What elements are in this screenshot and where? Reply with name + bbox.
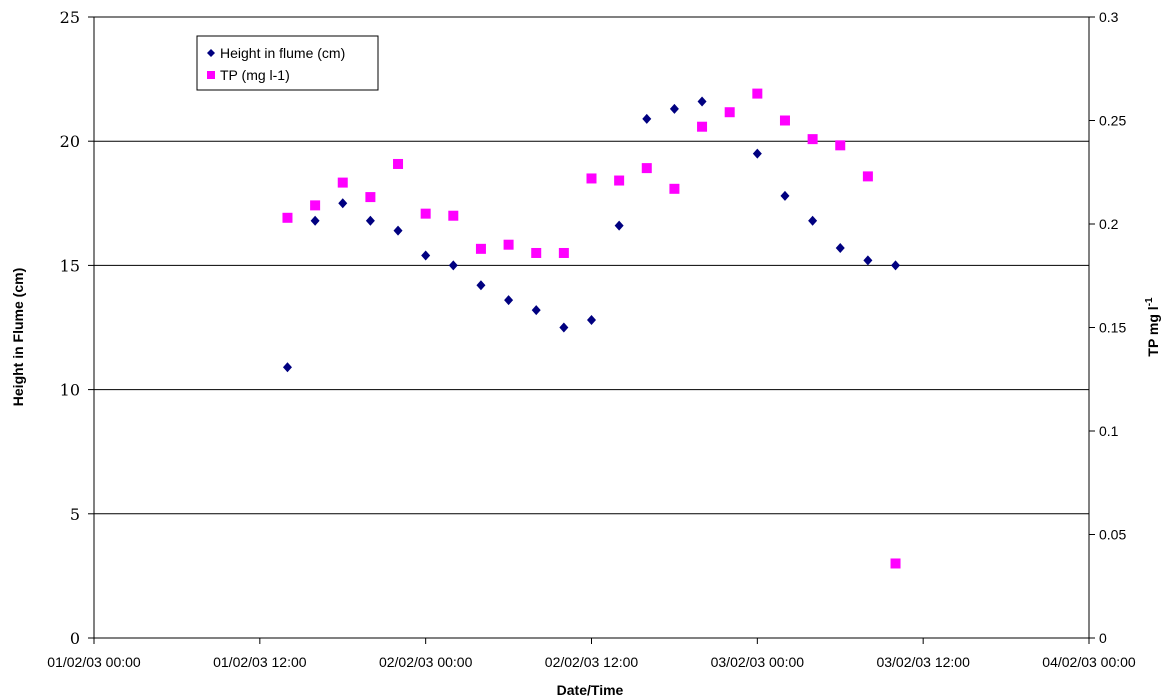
height-point (642, 113, 652, 124)
tp-point (586, 173, 597, 184)
right-tick-label: 0.1 (1099, 423, 1119, 439)
tp-point (531, 247, 542, 258)
height-point (614, 220, 624, 231)
axes (93, 17, 1090, 639)
tp-point (558, 247, 569, 258)
height-point (559, 322, 569, 333)
gridlines (94, 16, 1089, 515)
legend-marker-height (207, 49, 215, 57)
tp-point (420, 208, 431, 219)
height-point (863, 255, 873, 266)
height-point (393, 225, 403, 236)
height-point (891, 260, 901, 271)
height-point (835, 243, 845, 254)
tp-point (365, 192, 376, 203)
right-tick-label: 0.2 (1099, 216, 1119, 232)
right-tick-label: 0 (1099, 630, 1107, 646)
height-point (808, 215, 818, 226)
x-tick-label: 03/02/03 12:00 (876, 654, 970, 670)
y2-axis-title-superscript: -1 (1144, 297, 1155, 306)
legend-marker-tp (207, 71, 215, 79)
tp-point (697, 121, 708, 132)
tp-point (475, 243, 486, 254)
height-point (365, 215, 375, 226)
x-tick-label: 03/02/03 00:00 (711, 654, 805, 670)
tp-point (835, 140, 846, 151)
tp-point (641, 163, 652, 174)
height-point (282, 362, 292, 373)
left-tick-label: 5 (70, 505, 80, 524)
left-axis-ticks: 0 5 10 15 20 25 (60, 8, 94, 648)
right-tick-label: 0.05 (1099, 527, 1126, 543)
tp-point (752, 88, 763, 99)
left-tick-label: 0 (70, 629, 80, 648)
x-tick-label: 04/02/03 00:00 (1042, 654, 1136, 670)
tp-point (614, 175, 625, 186)
x-tick-label: 01/02/03 00:00 (47, 654, 141, 670)
tp-point (779, 115, 790, 126)
tp-point (890, 558, 901, 569)
height-point (448, 260, 458, 271)
tp-point (282, 212, 293, 223)
left-tick-label: 25 (60, 8, 80, 27)
height-point (476, 280, 486, 291)
legend-box (196, 35, 379, 91)
data-marks (282, 88, 901, 569)
tp-point (448, 210, 459, 221)
y2-axis-title-main: TP mg l (1145, 306, 1161, 356)
tp-point (310, 200, 321, 211)
right-axis-ticks: 0 0.05 0.1 0.15 0.2 0.25 0.3 (1089, 9, 1126, 646)
legend-label-tp: TP (mg l-1) (220, 67, 290, 83)
height-point (310, 215, 320, 226)
x-tick-label: 02/02/03 00:00 (379, 654, 473, 670)
y2-axis-title: TP mg l-1 (1144, 297, 1161, 357)
height-point (504, 295, 514, 306)
y-axis-title: Height in Flume (cm) (10, 268, 26, 406)
right-tick-label: 0.25 (1099, 113, 1126, 129)
x-axis-title: Date/Time (557, 682, 624, 698)
left-tick-label: 15 (60, 256, 80, 275)
height-point (780, 190, 790, 201)
height-point (587, 315, 596, 326)
height-point (531, 305, 541, 316)
height-point (669, 103, 679, 114)
left-tick-label: 10 (60, 381, 80, 400)
tp-point (503, 239, 514, 250)
legend-label-height: Height in flume (cm) (220, 45, 345, 61)
height-point (697, 96, 707, 107)
legend: Height in flume (cm) TP (mg l-1) (196, 35, 379, 91)
tp-point (807, 134, 818, 145)
height-point (338, 198, 348, 209)
right-tick-label: 0.15 (1099, 320, 1126, 336)
tp-point (393, 158, 404, 169)
tp-point (669, 183, 680, 194)
x-axis-ticks: 01/02/03 00:00 01/02/03 12:00 02/02/03 00:… (47, 638, 1136, 670)
height-point (421, 250, 431, 261)
right-tick-label: 0.3 (1099, 9, 1119, 25)
left-tick-label: 20 (60, 132, 80, 151)
x-tick-label: 02/02/03 12:00 (545, 654, 639, 670)
tp-point (337, 177, 348, 188)
x-tick-label: 01/02/03 12:00 (213, 654, 307, 670)
height-point (752, 148, 762, 159)
tp-point (862, 171, 873, 182)
tp-point (724, 107, 735, 118)
